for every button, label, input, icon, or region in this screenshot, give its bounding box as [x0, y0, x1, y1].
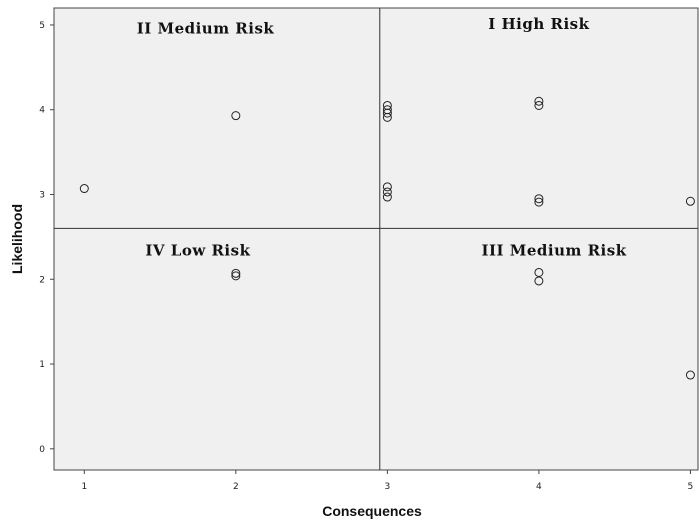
quadrant-label: II Medium Risk [137, 19, 275, 37]
y-tick-label: 0 [39, 445, 45, 455]
data-point [685, 196, 695, 206]
data-point [382, 108, 392, 118]
y-tick-label: 5 [39, 21, 45, 31]
data-point [79, 184, 89, 194]
y-tick-label: 2 [39, 275, 45, 285]
data-point [534, 100, 544, 110]
data-point [534, 197, 544, 207]
data-point [231, 111, 241, 121]
quadrant-label: I High Risk [488, 15, 589, 33]
data-point [231, 268, 241, 278]
quadrant-label: III Medium Risk [481, 242, 626, 260]
data-point [534, 276, 544, 286]
plot-area [53, 7, 699, 471]
data-point [534, 194, 544, 204]
data-point [382, 182, 392, 192]
x-tick-label: 4 [536, 482, 542, 492]
x-tick-label: 3 [384, 482, 390, 492]
x-tick-label: 2 [233, 482, 239, 492]
y-tick-label: 1 [39, 360, 45, 370]
data-point [382, 192, 392, 202]
x-tick-label: 1 [81, 482, 87, 492]
y-axis-label: Likelihood [9, 204, 25, 274]
data-point [382, 187, 392, 197]
x-axis-label: Consequences [322, 503, 422, 519]
x-tick-label: 5 [688, 482, 694, 492]
data-point [534, 96, 544, 106]
data-point [231, 271, 241, 281]
data-point [685, 370, 695, 380]
y-tick-label: 4 [39, 106, 45, 116]
quadrant-label: IV Low Risk [145, 242, 250, 260]
data-point [382, 112, 392, 122]
y-tick-label: 3 [39, 190, 45, 200]
